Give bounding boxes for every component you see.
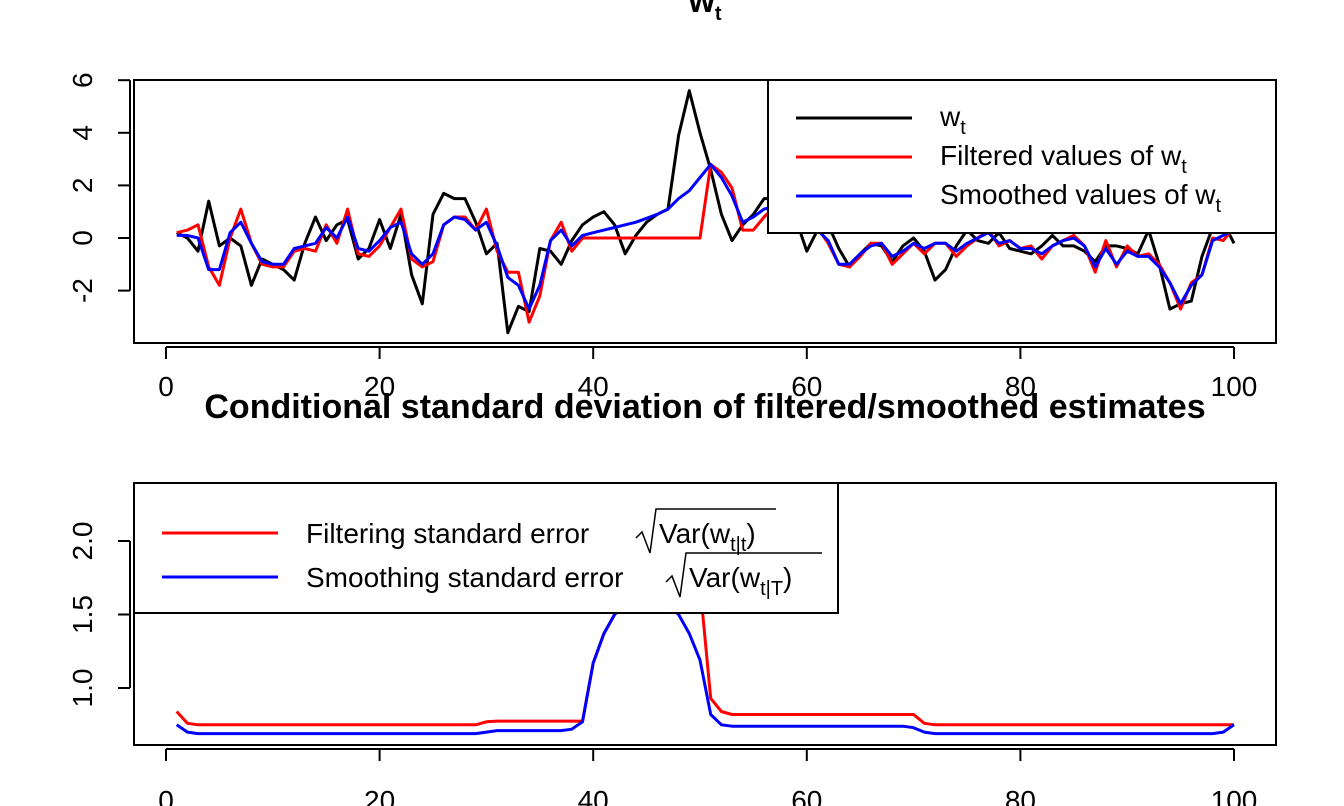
x-tick-label: 100 [1211, 371, 1258, 402]
x-tick-label: 40 [578, 785, 609, 806]
y-tick-label: -2 [67, 278, 98, 303]
series-line-2-1 [175, 583, 1234, 727]
x-tick-label: 100 [1211, 785, 1258, 806]
y-tick-label: 6 [67, 72, 98, 88]
bottom-x-axis: 0 20 40 60 80 100 [158, 748, 1258, 806]
series-line-1-3 [176, 162, 1235, 311]
series-line-1-1 [176, 89, 1236, 335]
sqrt-var-filter-icon: Var(wt|t) [635, 508, 776, 556]
legend-label-w: wt [939, 101, 966, 139]
sqrt-var-smooth-icon: Var(wt|T) [665, 552, 822, 600]
x-tick-label: 80 [1005, 371, 1036, 402]
legend-label-smoothing-se: Smoothing standard error [306, 562, 624, 593]
x-tick-label: 0 [158, 785, 174, 806]
top-chart-title: wt [687, 0, 721, 25]
series-line-2-2 [175, 591, 1235, 736]
x-tick-label: 60 [791, 785, 822, 806]
x-tick-label: 60 [791, 371, 822, 402]
top-x-axis: 0 20 40 60 80 100 [158, 346, 1258, 402]
x-tick-label: 20 [364, 371, 395, 402]
bottom-legend: Filtering standard error Var(wt|t) Smoot… [133, 482, 839, 614]
top-y-axis: -2 0 2 4 6 [67, 72, 131, 303]
x-tick-label: 20 [364, 785, 395, 806]
x-tick-label: 80 [1005, 785, 1036, 806]
svg-text:Var(wt|t): Var(wt|t) [659, 518, 756, 556]
top-legend: wt Filtered values of wt Smoothed values… [767, 79, 1277, 234]
panel-top: wt 0 20 40 60 80 100 -2 0 2 4 6 wt Filtered value… [67, 0, 1277, 402]
bottom-plot-lines [175, 583, 1235, 736]
y-tick-label: 1.0 [67, 669, 98, 708]
svg-text:Var(wt|T): Var(wt|T) [689, 562, 792, 600]
y-tick-label: 2 [67, 178, 98, 194]
y-tick-label: 2.0 [67, 522, 98, 561]
y-tick-label: 0 [67, 230, 98, 246]
legend-label-smoothed: Smoothed values of wt [940, 179, 1222, 217]
panel-bottom: 0 20 40 60 80 100 1.0 1.5 2.0 Filtering standar… [67, 388, 1277, 806]
x-tick-label: 40 [578, 371, 609, 402]
y-tick-label: 1.5 [67, 595, 98, 634]
bottom-y-axis: 1.0 1.5 2.0 [67, 522, 131, 708]
x-tick-label: 0 [158, 371, 174, 402]
legend-label-filtered: Filtered values of wt [940, 140, 1187, 178]
y-tick-label: 4 [67, 125, 98, 141]
bottom-legend-box [133, 482, 839, 614]
bottom-chart-title: Conditional standard deviation of filter… [204, 388, 1205, 426]
top-plot-lines [176, 89, 1236, 335]
legend-label-filtering-se: Filtering standard error [306, 518, 589, 549]
